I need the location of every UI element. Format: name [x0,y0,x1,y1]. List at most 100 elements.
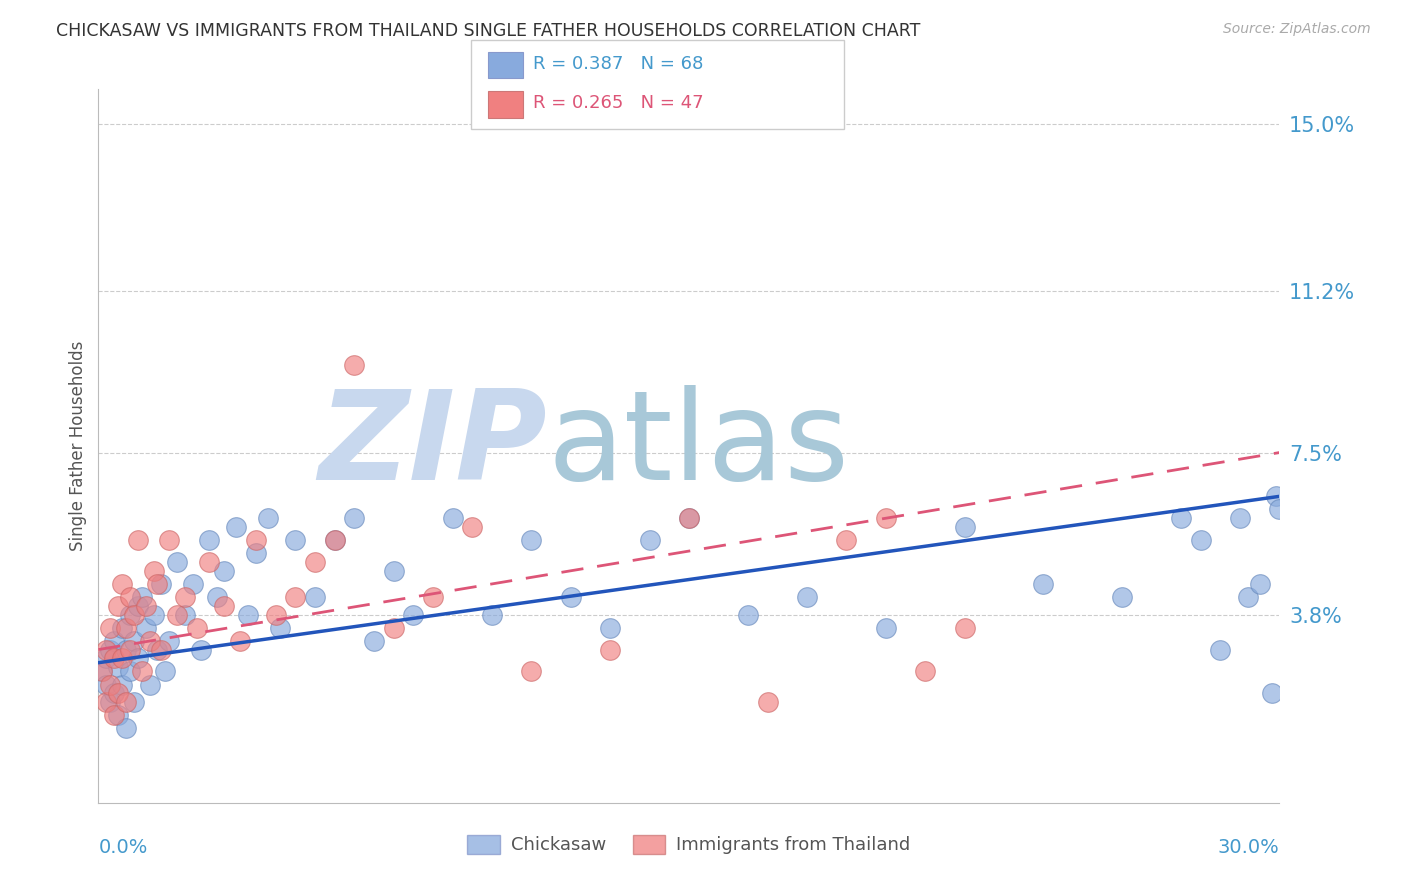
Point [127,599,149,613]
Point [796,590,818,604]
Point [122,633,145,648]
Point [115,621,138,635]
Point [363,633,385,648]
Legend: Chickasaw, Immigrants from Thailand: Chickasaw, Immigrants from Thailand [460,828,918,862]
Point [166,607,188,622]
Point [678,511,700,525]
Point [98,642,121,657]
Point [599,642,621,657]
Point [103,651,125,665]
Text: atlas: atlas [547,385,849,507]
Point [118,665,141,679]
Point [323,533,346,548]
Point [264,607,287,622]
Point [103,686,125,700]
Y-axis label: Single Father Households: Single Father Households [69,341,87,551]
Point [382,621,405,635]
Point [1260,686,1282,700]
Point [91,665,114,679]
Point [225,520,247,534]
Point [118,607,141,622]
Point [98,621,121,635]
Point [150,577,173,591]
Point [174,590,197,604]
Point [1237,590,1260,604]
Point [737,607,759,622]
Point [1170,511,1192,525]
Point [756,695,779,709]
Point [638,533,661,548]
Point [138,633,160,648]
Point [96,642,118,657]
Point [157,533,180,548]
Point [138,677,160,691]
Point [96,651,118,665]
Point [115,722,138,736]
Point [461,520,484,534]
Point [131,665,153,679]
Point [1189,533,1212,548]
Point [122,695,145,709]
Point [197,555,219,569]
Point [197,533,219,548]
Point [1111,590,1133,604]
Point [441,511,464,525]
Point [205,590,228,604]
Point [111,651,134,665]
Point [118,642,141,657]
Point [481,607,503,622]
Text: 0.0%: 0.0% [98,838,148,857]
Point [284,533,307,548]
Point [214,599,236,613]
Point [520,533,543,548]
Point [1264,489,1286,503]
Point [214,564,236,578]
Point [304,590,326,604]
Point [135,599,157,613]
Point [422,590,444,604]
Point [343,511,366,525]
Point [98,695,121,709]
Point [157,633,180,648]
Point [402,607,425,622]
Point [96,677,118,691]
Point [142,564,165,578]
Point [111,677,134,691]
Point [142,607,165,622]
Text: 30.0%: 30.0% [1218,838,1279,857]
Point [382,564,405,578]
Point [1032,577,1054,591]
Point [953,621,976,635]
Point [174,607,197,622]
Point [115,695,138,709]
Point [256,511,278,525]
Point [166,555,188,569]
Point [91,665,114,679]
Point [146,642,169,657]
Point [131,590,153,604]
Point [229,633,252,648]
Point [245,533,267,548]
Point [269,621,291,635]
Text: Source: ZipAtlas.com: Source: ZipAtlas.com [1223,22,1371,37]
Point [520,665,543,679]
Point [304,555,326,569]
Text: CHICKASAW VS IMMIGRANTS FROM THAILAND SINGLE FATHER HOUSEHOLDS CORRELATION CHART: CHICKASAW VS IMMIGRANTS FROM THAILAND SI… [56,22,921,40]
Point [323,533,346,548]
Point [599,621,621,635]
Point [107,708,129,723]
Point [1268,502,1291,516]
Point [875,621,897,635]
Point [127,533,149,548]
Point [98,677,121,691]
Point [284,590,307,604]
Point [111,621,134,635]
Point [236,607,259,622]
Text: R = 0.387   N = 68: R = 0.387 N = 68 [533,55,703,73]
Point [1249,577,1271,591]
Point [103,708,125,723]
Point [107,599,129,613]
Point [678,511,700,525]
Text: R = 0.265   N = 47: R = 0.265 N = 47 [533,95,703,112]
Point [835,533,858,548]
